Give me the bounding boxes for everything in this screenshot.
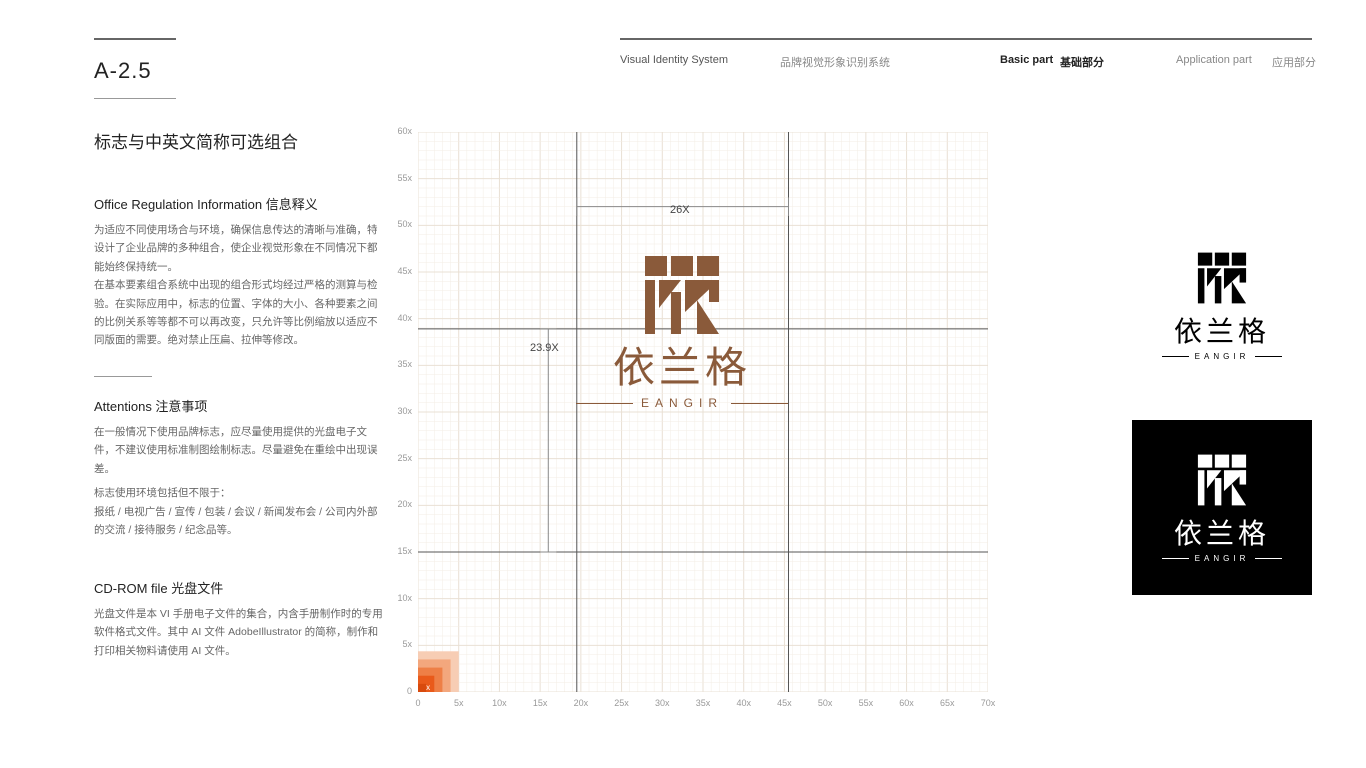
- svg-text:x: x: [426, 683, 430, 692]
- page-number: A-2.5: [94, 58, 384, 84]
- logo-en-text: EANGIR: [1195, 352, 1250, 361]
- y-tick: 25x: [382, 453, 412, 463]
- header-app-cn: 应用部分: [1272, 54, 1316, 70]
- logo-mark-icon: [639, 252, 725, 338]
- header-basic-en: Basic part: [1000, 54, 1053, 66]
- section1-p2: 在基本要素组合系统中出现的组合形式均经过严格的测算与检验。在实际应用中，标志的位…: [94, 276, 384, 350]
- logo-en-text: EANGIR: [1195, 554, 1250, 563]
- logo-cn-text: 依兰格: [1174, 310, 1270, 350]
- y-tick: 50x: [382, 219, 412, 229]
- y-tick: 0: [382, 686, 412, 696]
- y-tick: 35x: [382, 359, 412, 369]
- x-tick: 0: [403, 698, 433, 708]
- y-tick: 10x: [382, 593, 412, 603]
- logo-mark-icon: [1194, 452, 1250, 508]
- x-tick: 45x: [769, 698, 799, 708]
- y-tick: 30x: [382, 406, 412, 416]
- header-basic-cn: 基础部分: [1060, 54, 1104, 70]
- section2-p3: 报纸 / 电视广告 / 宣传 / 包装 / 会议 / 新闻发布会 / 公司内外部…: [94, 503, 384, 540]
- logo-cn-text: 依兰格: [576, 346, 788, 392]
- header-vis-en: Visual Identity System: [620, 54, 728, 66]
- x-tick: 20x: [566, 698, 596, 708]
- section2-p2: 标志使用环境包括但不限于：: [94, 484, 384, 502]
- y-tick: 45x: [382, 266, 412, 276]
- section2-heading: Attentions 注意事项: [94, 396, 384, 415]
- x-tick: 55x: [851, 698, 881, 708]
- x-tick: 10x: [484, 698, 514, 708]
- rule-header-left: [94, 38, 176, 40]
- page-title: 标志与中英文简称可选组合: [94, 128, 384, 153]
- section3-p1: 光盘文件是本 VI 手册电子文件的集合，内含手册制作时的专用软件格式文件。其中 …: [94, 605, 384, 660]
- logo-preview-dark: 依兰格 EANGIR: [1132, 420, 1312, 595]
- section2-p1: 在一般情况下使用品牌标志，应尽量使用提供的光盘电子文件，不建议使用标准制图绘制标…: [94, 423, 384, 478]
- x-tick: 25x: [607, 698, 637, 708]
- x-tick: 35x: [688, 698, 718, 708]
- y-tick: 20x: [382, 499, 412, 509]
- header-app-en: Application part: [1176, 54, 1252, 66]
- logo-cn-text: 依兰格: [1174, 512, 1270, 552]
- x-tick: 15x: [525, 698, 555, 708]
- section1-heading: Office Regulation Information 信息释义: [94, 194, 384, 213]
- y-tick: 55x: [382, 173, 412, 183]
- x-tick: 60x: [892, 698, 922, 708]
- y-tick: 15x: [382, 546, 412, 556]
- section3-heading: CD-ROM file 光盘文件: [94, 578, 384, 597]
- rule-pgno: [94, 98, 176, 99]
- dim-width-label: 26X: [670, 204, 690, 216]
- y-tick: 60x: [382, 126, 412, 136]
- x-tick: 50x: [810, 698, 840, 708]
- x-tick: 70x: [973, 698, 1003, 708]
- dim-height-label: 23.9X: [530, 342, 559, 354]
- x-tick: 40x: [729, 698, 759, 708]
- x-tick: 5x: [444, 698, 474, 708]
- logo-preview-light: 依兰格 EANGIR: [1132, 218, 1312, 393]
- logo-en-text: EANGIR: [641, 396, 723, 410]
- y-tick: 5x: [382, 639, 412, 649]
- rule-sec1: [94, 376, 152, 377]
- x-tick: 30x: [647, 698, 677, 708]
- construction-grid: x: [418, 132, 988, 692]
- x-tick: 65x: [932, 698, 962, 708]
- logo-mark-icon: [1194, 250, 1250, 306]
- y-tick: 40x: [382, 313, 412, 323]
- rule-header-right: [620, 38, 1312, 40]
- logo-lockup-center: 依兰格 EANGIR: [576, 252, 788, 410]
- header-vis-cn: 品牌视觉形象识别系统: [780, 54, 890, 70]
- section1-p1: 为适应不同使用场合与环境，确保信息传达的清晰与准确，特设计了企业品牌的多种组合，…: [94, 221, 384, 276]
